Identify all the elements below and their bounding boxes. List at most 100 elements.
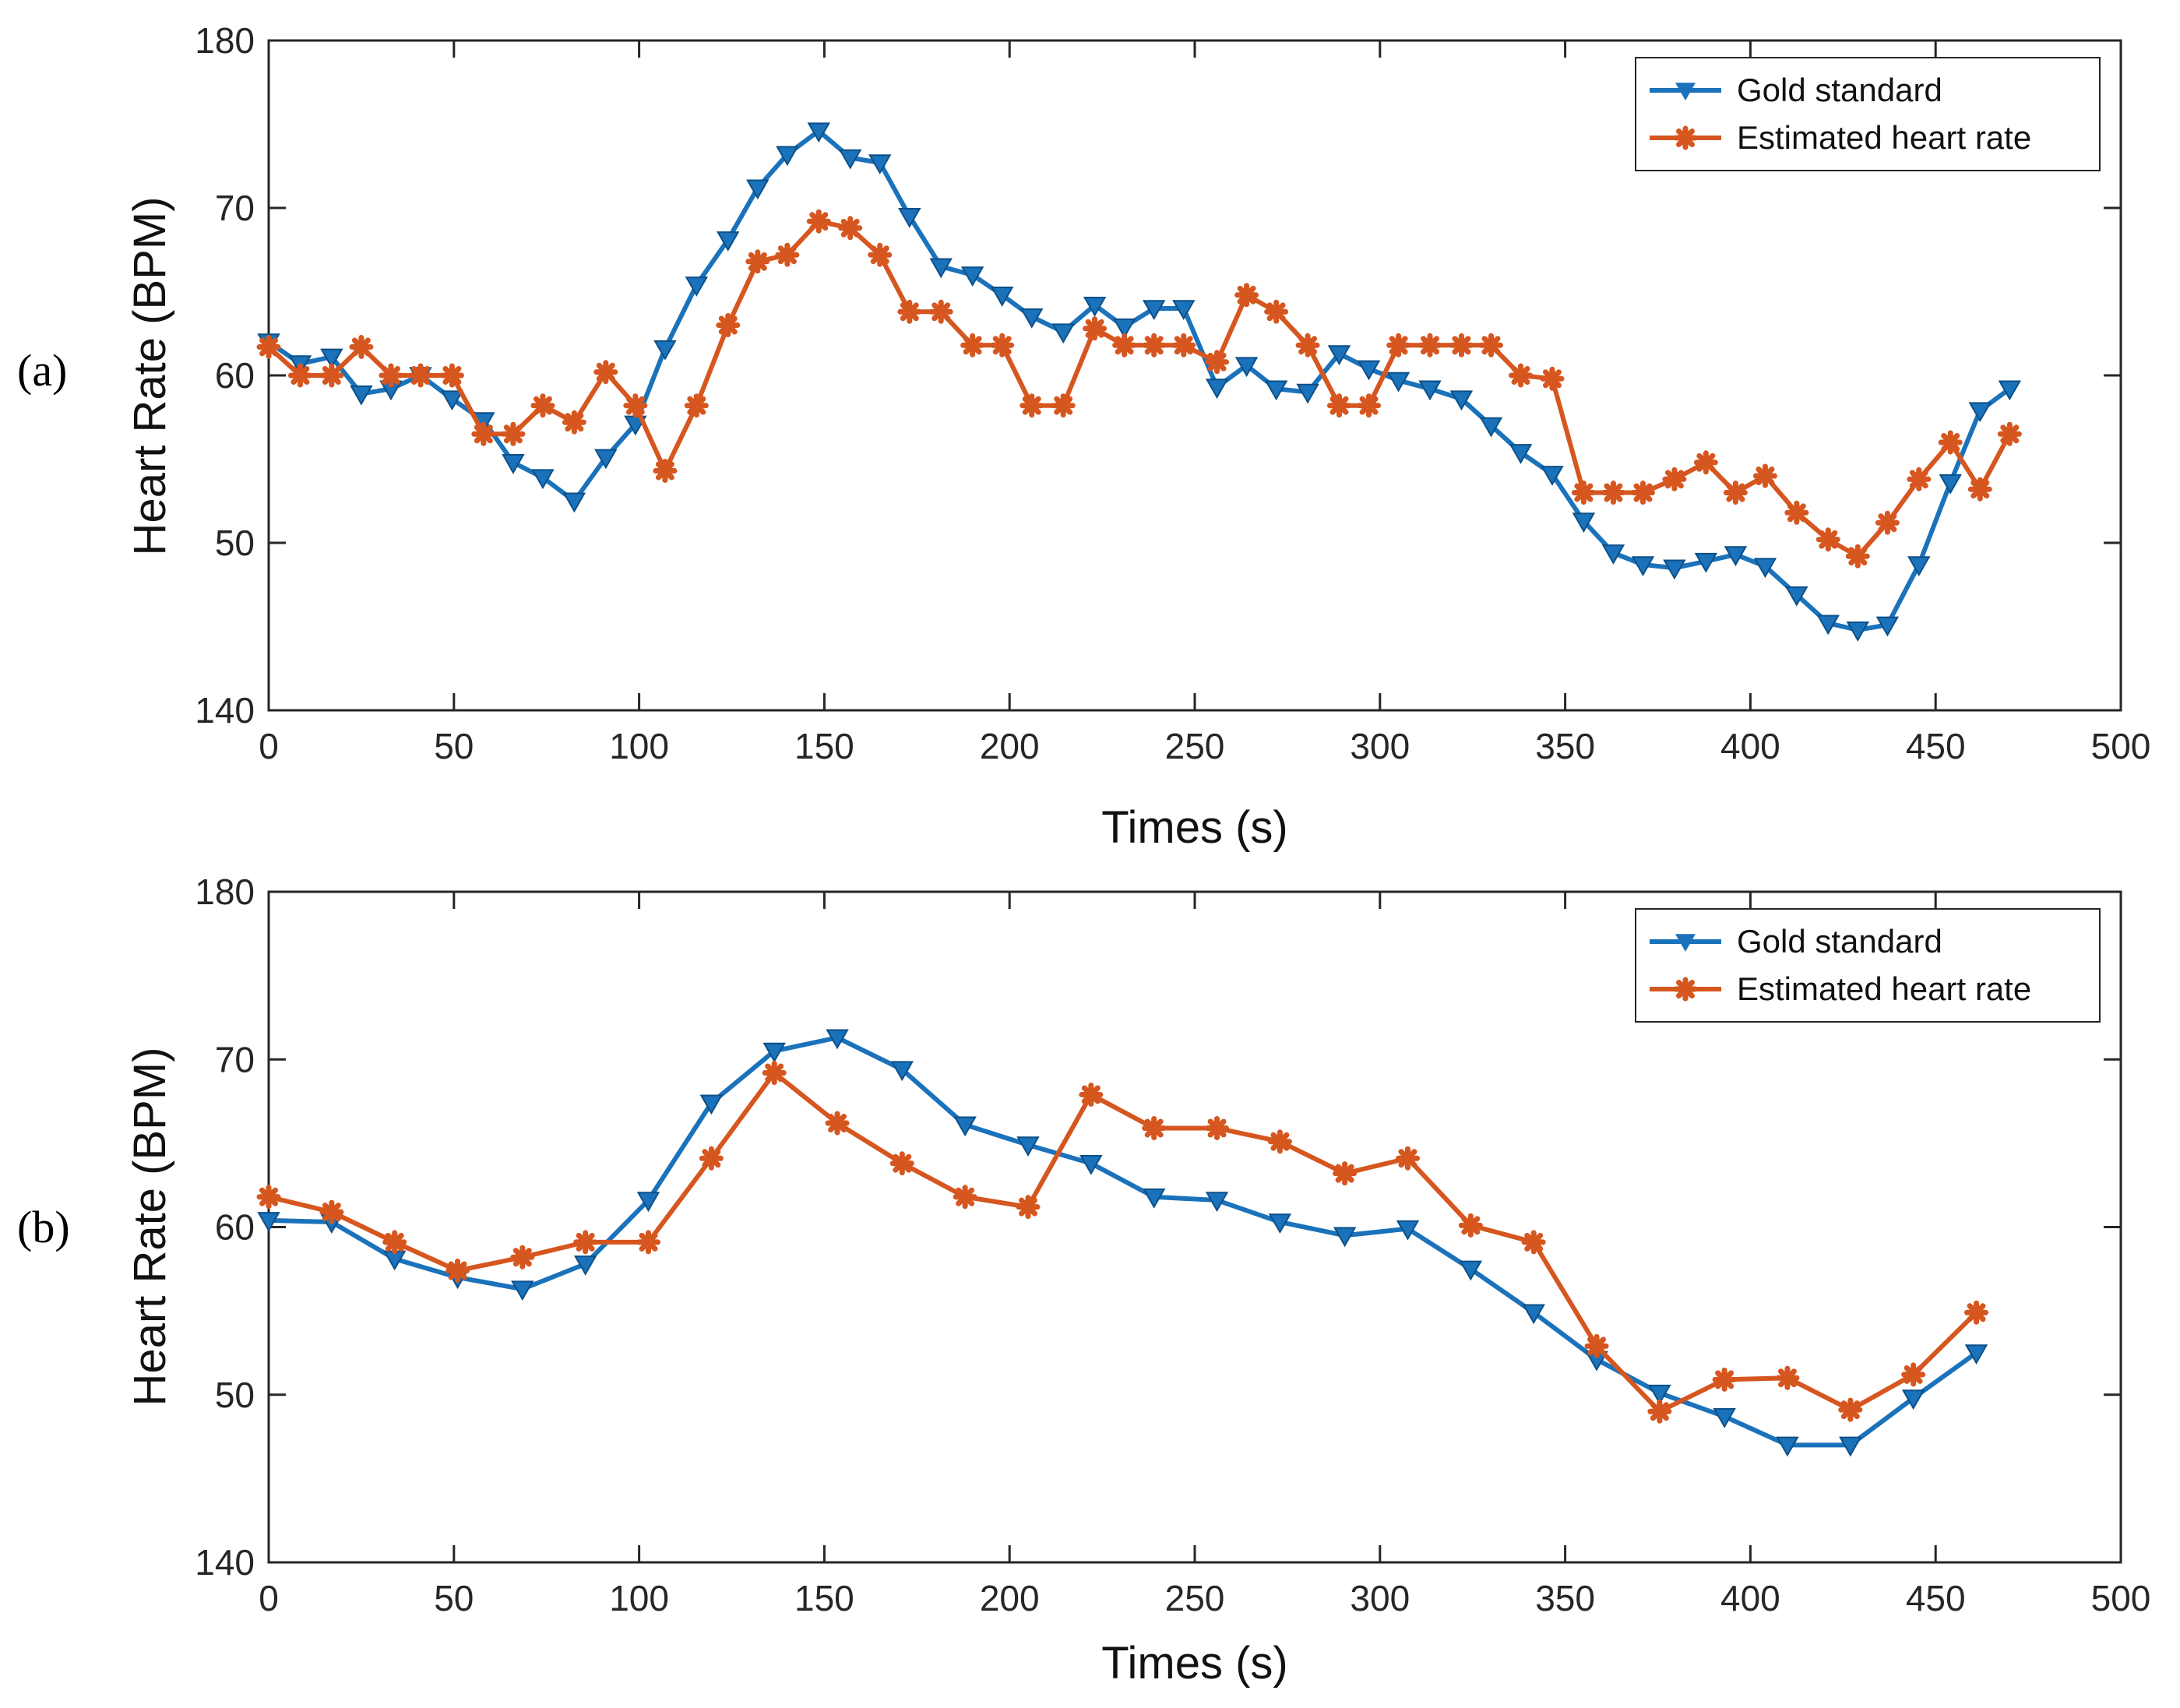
data-point-marker — [990, 287, 1014, 307]
panel-label: (a) — [17, 345, 67, 396]
data-point-marker — [440, 390, 464, 411]
data-point-marker — [716, 313, 741, 337]
data-point-marker — [1326, 393, 1351, 418]
legend-marker-triangle — [1675, 934, 1696, 952]
data-point-marker — [1540, 366, 1565, 391]
data-point-marker-core — [1975, 484, 1985, 494]
data-point-marker-core — [538, 401, 548, 410]
x-tick-label: 150 — [794, 1578, 854, 1618]
data-point-marker — [1509, 363, 1534, 388]
data-point-marker-core — [1909, 1370, 1918, 1379]
data-point-marker — [1968, 402, 1992, 423]
data-point-marker — [838, 216, 863, 241]
panel-label: (b) — [17, 1202, 70, 1252]
data-point-marker — [1630, 481, 1655, 505]
data-point-marker-core — [1120, 340, 1129, 350]
data-point-marker-core — [1972, 1308, 1981, 1317]
data-point-marker — [1694, 552, 1718, 573]
series-line — [268, 1035, 1978, 1448]
data-point-marker-core — [631, 401, 640, 410]
data-point-marker-core — [1303, 340, 1312, 350]
data-point-marker — [1478, 333, 1503, 357]
data-point-marker — [825, 1111, 850, 1136]
data-point-marker-core — [753, 257, 762, 266]
data-point-marker — [1846, 622, 1870, 642]
data-point-marker — [1234, 283, 1259, 308]
data-point-marker — [1998, 380, 2022, 401]
data-point-marker-core — [968, 340, 977, 350]
y-axis-label: Heart Rate (BPM) — [125, 1048, 175, 1407]
x-tick-label: 350 — [1535, 1578, 1595, 1618]
data-point-marker-core — [479, 429, 488, 438]
data-point-marker — [1875, 510, 1900, 535]
data-point-marker — [1079, 1154, 1103, 1175]
data-point-marker — [960, 333, 985, 357]
data-point-marker-core — [390, 1238, 400, 1247]
data-point-marker — [510, 1245, 535, 1270]
data-point-marker — [1838, 1397, 1863, 1422]
y-tick-label: 140 — [195, 690, 255, 731]
data-point-marker-core — [1592, 1341, 1601, 1351]
data-point-marker-core — [1516, 371, 1525, 380]
data-point-marker — [745, 249, 770, 274]
x-axis-label: Times (s) — [1101, 1638, 1287, 1689]
data-point-marker-core — [1335, 401, 1344, 410]
legend-box — [1635, 908, 2101, 1023]
data-point-marker — [1522, 1304, 1545, 1325]
y-tick-label: 70 — [215, 188, 255, 228]
data-point-marker-core — [1487, 340, 1495, 350]
data-point-marker-core — [1090, 324, 1099, 333]
data-point-marker-core — [1403, 1153, 1412, 1163]
data-point-marker — [1051, 393, 1076, 418]
data-point-marker — [1083, 316, 1108, 341]
data-point-marker — [636, 1192, 660, 1213]
data-point-marker — [1386, 372, 1410, 393]
series-line — [267, 129, 2012, 632]
data-point-marker — [826, 1029, 849, 1050]
data-point-marker — [1267, 1129, 1292, 1154]
data-point-marker — [1775, 1365, 1800, 1390]
data-point-marker — [471, 421, 496, 446]
data-point-marker — [653, 340, 677, 361]
data-point-marker — [349, 334, 374, 359]
data-point-marker-core — [1792, 508, 1801, 517]
data-point-marker — [1268, 1213, 1292, 1234]
data-point-marker — [1327, 345, 1351, 366]
data-point-marker — [1051, 323, 1075, 344]
x-tick-label: 100 — [609, 726, 669, 766]
data-point-marker-core — [706, 1153, 716, 1163]
data-point-marker — [594, 449, 618, 470]
data-point-marker — [1875, 616, 1900, 637]
x-tick-label: 50 — [434, 726, 474, 766]
chart-panel-a: 0 50 100 150 200 250 300 350 400 450 500 140 50 60 70 1… — [17, 20, 2150, 853]
series-gold-standard — [257, 122, 2022, 642]
data-point-marker — [838, 149, 862, 170]
data-point-marker — [287, 363, 312, 388]
data-point-marker — [1601, 481, 1625, 505]
legend: Gold standard Estimated heart rate — [1635, 908, 2101, 1023]
data-point-marker — [562, 410, 586, 435]
y-tick-label: 180 — [195, 20, 255, 61]
data-point-marker-core — [724, 321, 733, 329]
x-tick-label: 250 — [1165, 1578, 1225, 1618]
data-point-marker-core — [875, 250, 885, 259]
data-point-marker-core — [1425, 340, 1435, 350]
data-point-marker — [1020, 393, 1044, 418]
data-point-marker-core — [518, 1252, 527, 1262]
data-point-marker — [593, 360, 618, 385]
data-point-marker-core — [1272, 307, 1281, 316]
data-point-marker-core — [1023, 1203, 1033, 1212]
data-point-marker — [1205, 1116, 1230, 1141]
data-point-marker-core — [1457, 340, 1466, 350]
data-point-marker — [776, 146, 799, 167]
data-point-marker — [929, 258, 953, 279]
data-point-marker — [1662, 467, 1687, 491]
data-point-marker — [1357, 393, 1382, 418]
data-point-marker — [350, 385, 373, 406]
legend-entry-label: Estimated heart rate — [1737, 970, 2031, 1007]
data-point-marker-core — [1946, 438, 1955, 447]
data-point-marker — [1845, 544, 1870, 569]
data-point-marker — [1907, 467, 1932, 491]
data-point-marker — [898, 208, 921, 228]
data-point-marker — [953, 1185, 977, 1210]
